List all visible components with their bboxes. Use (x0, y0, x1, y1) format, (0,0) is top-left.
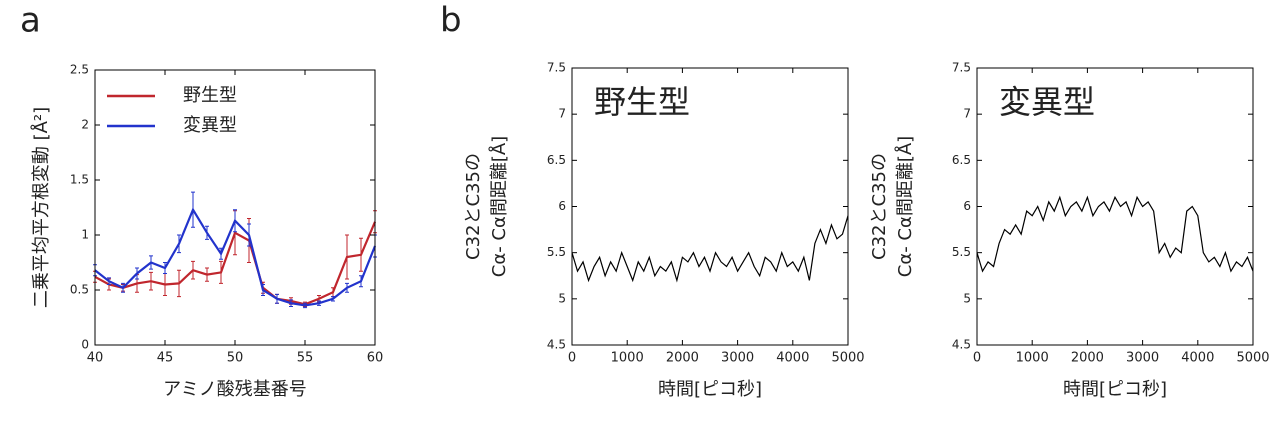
y-tick-label: 7.5 (952, 61, 971, 75)
error-bar (233, 209, 237, 233)
legend-label: 野生型 (183, 85, 237, 106)
x-axis-label: 時間[ピコ秒] (658, 379, 762, 400)
x-tick-label: 2000 (1071, 351, 1104, 366)
panel-annotation: 野生型 (594, 83, 690, 121)
error-bar (331, 296, 335, 302)
y-axis-label: C32とC35の (869, 153, 890, 260)
x-tick-label: 4000 (776, 351, 809, 366)
x-tick-label: 2000 (666, 351, 699, 366)
x-axis-label: 時間[ピコ秒] (1063, 379, 1167, 400)
y-tick-label: 6.5 (547, 153, 566, 167)
x-tick-label: 4000 (1181, 351, 1214, 366)
error-bar (345, 234, 349, 280)
error-bar (303, 302, 307, 309)
error-bar (219, 260, 223, 284)
y-tick-label: 2 (81, 118, 89, 132)
error-bar (359, 237, 363, 272)
x-tick-label: 0 (973, 351, 981, 366)
x-tick-label: 45 (157, 351, 174, 366)
y-tick-label: 1.5 (70, 173, 89, 187)
y-tick-label: 5.5 (547, 245, 566, 259)
data-line (976, 195, 1254, 273)
error-bar (177, 269, 181, 298)
y-tick-label: 7 (963, 107, 971, 121)
error-bar (121, 282, 125, 293)
y-axis-label: 二乗平均平方根変動 [Å²] (30, 107, 52, 308)
x-tick-label: 1000 (1016, 351, 1049, 366)
error-bar (191, 260, 195, 280)
x-axis-label: アミノ酸残基番号 (163, 379, 307, 400)
x-tick-label: 60 (367, 351, 384, 366)
error-bar (163, 262, 167, 274)
error-bar (107, 277, 111, 285)
y-tick-label: 4.5 (952, 338, 971, 352)
error-bar (275, 293, 279, 304)
error-bar (177, 234, 181, 254)
x-tick-label: 3000 (1126, 351, 1159, 366)
panel-annotation: 変異型 (999, 83, 1095, 121)
error-bar (135, 267, 139, 280)
y-tick-label: 6 (558, 199, 566, 213)
error-bar (191, 191, 195, 228)
y-tick-label: 0 (81, 338, 89, 352)
y-axis-label: C32とC35の (463, 153, 484, 260)
x-tick-label: 5000 (831, 351, 864, 366)
error-bar (289, 299, 293, 307)
x-tick-label: 5000 (1236, 351, 1269, 366)
x-tick-label: 0 (568, 351, 576, 366)
y-tick-label: 6 (963, 199, 971, 213)
error-bar (149, 271, 153, 291)
legend-label: 変異型 (183, 115, 237, 136)
y-tick-label: 0.5 (70, 283, 89, 297)
panel-label: a (20, 1, 41, 41)
y-axis-label: Cα- Cα間距離[Å] (488, 136, 510, 277)
y-tick-label: 6.5 (952, 153, 971, 167)
y-tick-label: 7 (558, 107, 566, 121)
error-bar (247, 223, 251, 247)
y-tick-label: 1 (81, 228, 89, 242)
error-bar (345, 282, 349, 293)
error-bar (205, 225, 209, 240)
x-tick-label: 3000 (721, 351, 754, 366)
y-tick-label: 2.5 (70, 63, 89, 77)
error-bar (317, 300, 321, 306)
y-tick-label: 5 (963, 291, 971, 305)
error-bar (205, 267, 209, 282)
y-tick-label: 5 (558, 291, 566, 305)
error-bar (149, 255, 153, 270)
error-bar (261, 284, 265, 296)
x-tick-label: 40 (87, 351, 104, 366)
data-line (571, 215, 849, 283)
y-tick-label: 7.5 (547, 61, 566, 75)
y-tick-label: 4.5 (547, 338, 566, 352)
error-bar (359, 275, 363, 288)
plot-frame (94, 69, 376, 346)
x-tick-label: 1000 (611, 351, 644, 366)
y-axis-label: Cα- Cα間距離[Å] (894, 136, 916, 277)
panel-label: b (440, 1, 462, 41)
x-tick-label: 50 (227, 351, 244, 366)
y-tick-label: 5.5 (952, 245, 971, 259)
x-tick-label: 55 (297, 351, 314, 366)
error-bar (219, 247, 223, 260)
